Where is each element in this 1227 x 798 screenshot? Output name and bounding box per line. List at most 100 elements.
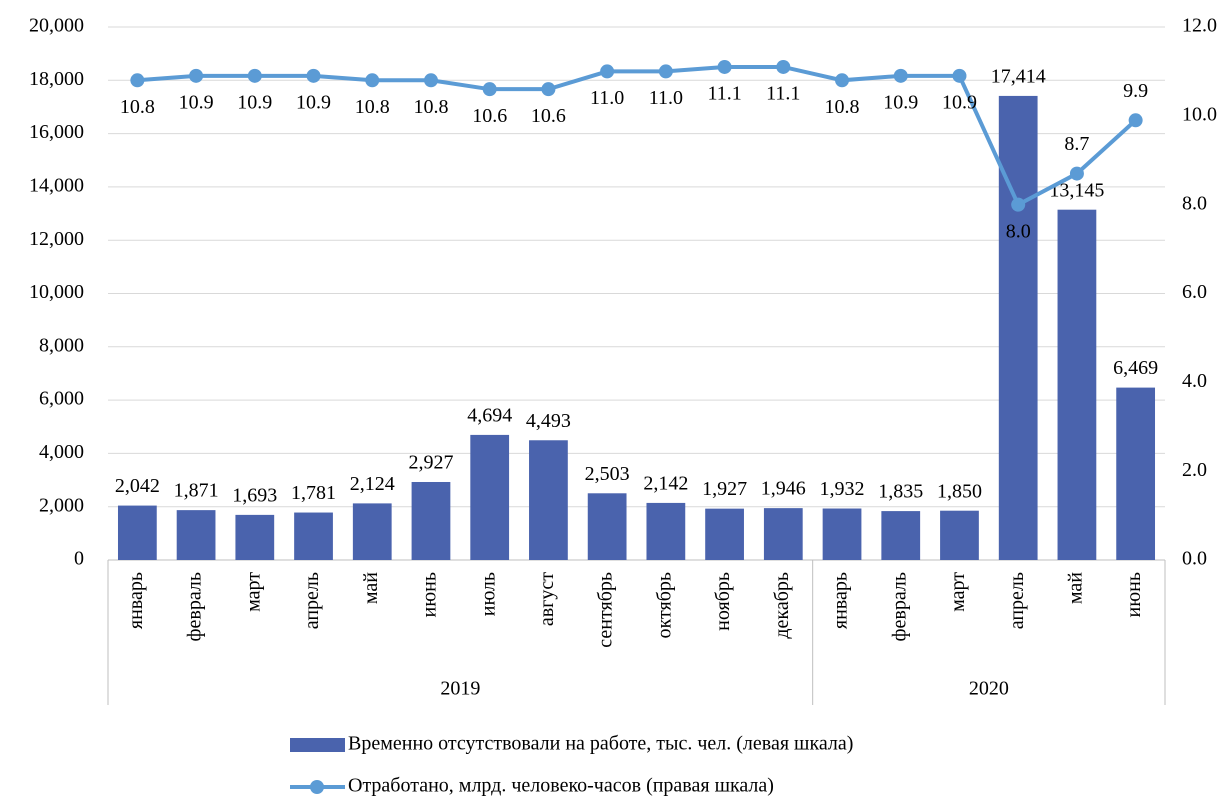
y-tick-label: 0 — [74, 548, 84, 570]
line-marker — [365, 73, 380, 88]
bar-value-label: 2,927 — [408, 452, 453, 474]
line-marker — [189, 68, 204, 83]
y-tick-label: 8,000 — [39, 334, 84, 356]
line-marker — [835, 73, 850, 88]
line-marker — [1011, 197, 1026, 212]
x-tick-label: май — [360, 572, 382, 604]
line-value-label: 10.8 — [413, 96, 448, 118]
bar — [763, 508, 803, 560]
legend-label: Отработано, млрд. человеко-часов (правая… — [348, 775, 774, 797]
x-tick-label: июль — [477, 572, 499, 616]
x-tick-label: январь — [830, 572, 852, 629]
legend-swatch — [310, 780, 324, 794]
y-tick-label: 14,000 — [29, 174, 84, 196]
y-tick-label: 18,000 — [29, 68, 84, 90]
bar — [998, 95, 1038, 560]
y2-tick-label: 6.0 — [1182, 281, 1207, 303]
y-tick-label: 16,000 — [29, 121, 84, 143]
bar-value-label: 1,946 — [761, 478, 806, 500]
bar — [1057, 209, 1097, 561]
x-tick-label: август — [536, 572, 558, 626]
bar — [705, 508, 744, 560]
bar-value-label: 1,781 — [291, 482, 336, 504]
bar-value-label: 1,835 — [878, 481, 923, 503]
x-tick-label: октябрь — [653, 572, 675, 638]
x-tick-label: июнь — [419, 572, 441, 617]
y2-tick-label: 0.0 — [1182, 548, 1207, 570]
y2-tick-label: 2.0 — [1182, 459, 1207, 481]
bar — [1116, 387, 1156, 560]
line-marker — [541, 82, 556, 97]
bar-value-label: 1,927 — [702, 478, 747, 500]
x-tick-label: май — [1065, 572, 1087, 604]
line-value-label: 10.8 — [355, 96, 390, 118]
line-value-label: 11.1 — [707, 83, 741, 105]
line-marker — [482, 82, 497, 97]
x-tick-label: февраль — [184, 572, 206, 641]
line-value-label: 10.9 — [296, 91, 331, 113]
bar — [470, 434, 510, 560]
x-tick-label: февраль — [888, 572, 910, 641]
line-value-label: 8.0 — [1006, 220, 1031, 242]
y-tick-label: 10,000 — [29, 281, 84, 303]
legend-label: Временно отсутствовали на работе, тыс. ч… — [348, 733, 853, 755]
y-tick-label: 20,000 — [29, 15, 84, 37]
bar — [587, 493, 627, 560]
bar-value-label: 2,042 — [115, 475, 160, 497]
line-marker — [130, 73, 145, 88]
bar — [646, 502, 686, 560]
y2-tick-label: 8.0 — [1182, 192, 1207, 214]
bar — [352, 503, 392, 560]
bar — [117, 505, 157, 560]
line-value-label: 8.7 — [1064, 133, 1089, 155]
x-tick-label: апрель — [1006, 572, 1028, 629]
line-marker — [952, 68, 967, 83]
y-tick-label: 4,000 — [39, 441, 84, 463]
line-marker — [893, 68, 908, 83]
y2-tick-label: 10.0 — [1182, 103, 1217, 125]
bar — [411, 481, 451, 560]
bar — [881, 511, 921, 560]
line-marker — [776, 59, 791, 74]
bar-value-label: 6,469 — [1113, 357, 1158, 379]
x-tick-label: июнь — [1123, 572, 1145, 617]
group-label: 2020 — [969, 678, 1009, 700]
line-marker — [600, 64, 615, 79]
bar-value-label: 4,694 — [467, 404, 512, 426]
bar-value-label: 17,414 — [991, 66, 1046, 88]
line — [137, 64, 1137, 208]
line-value-label: 10.6 — [472, 105, 507, 127]
line-marker — [1069, 166, 1084, 181]
bar-value-label: 1,850 — [937, 480, 982, 502]
bar-value-label: 1,932 — [820, 478, 865, 500]
bar-value-label: 4,493 — [526, 410, 571, 432]
line-value-label: 10.8 — [120, 96, 155, 118]
line-value-label: 11.0 — [649, 87, 683, 109]
bar-value-label: 13,145 — [1049, 179, 1104, 201]
x-tick-label: апрель — [301, 572, 323, 629]
x-tick-label: март — [242, 572, 264, 612]
x-tick-label: январь — [125, 572, 147, 629]
line-marker — [423, 73, 438, 88]
line-value-label: 11.0 — [590, 87, 624, 109]
line-marker — [1128, 113, 1143, 128]
line-value-label: 10.9 — [237, 91, 272, 113]
line-value-label: 9.9 — [1123, 80, 1148, 102]
line-value-label: 10.9 — [179, 91, 214, 113]
line-marker — [306, 68, 321, 83]
bar — [294, 512, 333, 560]
bar-value-label: 2,142 — [643, 473, 688, 495]
line-value-label: 10.9 — [883, 91, 918, 113]
bar-value-label: 2,124 — [350, 473, 395, 495]
bar — [235, 514, 275, 560]
line-value-label: 10.8 — [825, 96, 860, 118]
bar — [940, 510, 979, 560]
x-tick-label: март — [947, 572, 969, 612]
line-marker — [247, 68, 262, 83]
group-label: 2019 — [440, 678, 480, 700]
bar-value-label: 1,871 — [174, 480, 219, 502]
bar — [176, 510, 216, 560]
x-tick-label: ноябрь — [712, 572, 734, 631]
bar — [822, 508, 862, 560]
